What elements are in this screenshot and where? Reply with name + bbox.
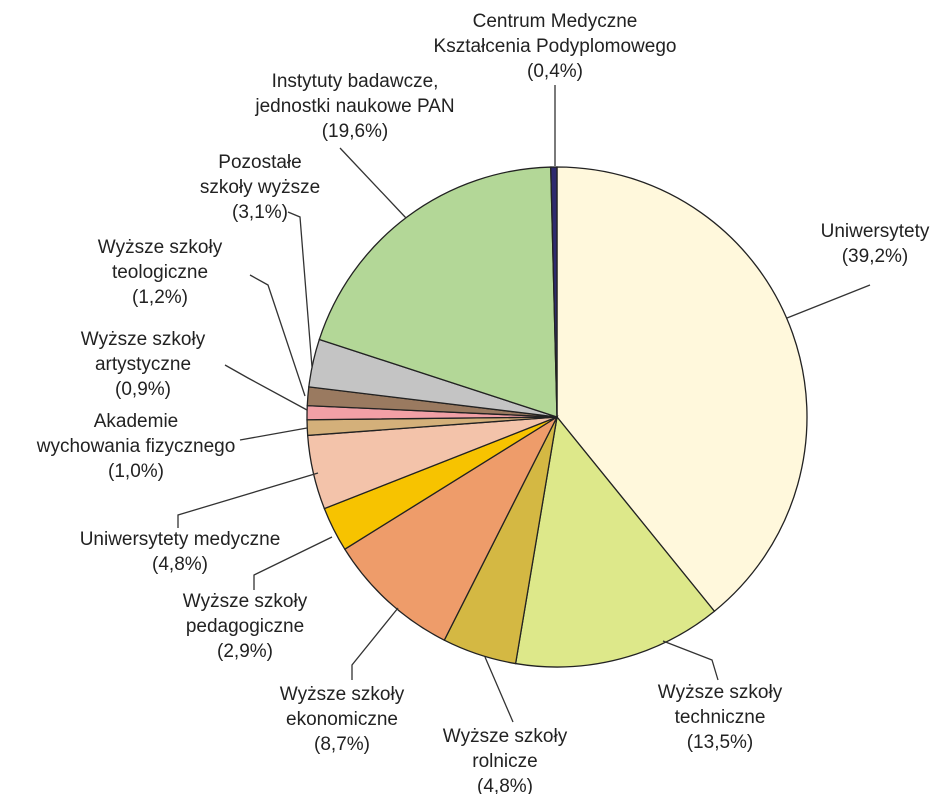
slice-label: techniczne bbox=[675, 707, 766, 728]
pie-slice bbox=[318, 166, 558, 418]
value-label: (19,6%) bbox=[322, 121, 389, 142]
slice-label: wychowania fizycznego bbox=[36, 436, 236, 457]
value-label: (0,4%) bbox=[527, 61, 583, 82]
leader-line bbox=[249, 274, 306, 397]
leader-line bbox=[662, 640, 719, 681]
leader-line bbox=[224, 364, 308, 411]
leader-line bbox=[177, 472, 319, 528]
leader-line bbox=[287, 211, 313, 368]
slice-label: ekonomiczne bbox=[286, 709, 398, 730]
leader-line bbox=[339, 147, 407, 219]
value-label: (4,8%) bbox=[152, 554, 208, 575]
value-label: (1,2%) bbox=[132, 287, 188, 308]
value-label: (8,7%) bbox=[314, 734, 370, 755]
slice-label: Kształcenia Podyplomowego bbox=[434, 36, 677, 57]
value-label: (0,9%) bbox=[115, 379, 171, 400]
pie-slice bbox=[343, 415, 559, 642]
value-label: (39,2%) bbox=[842, 246, 909, 267]
slice-label: Wyższe szkoły bbox=[183, 591, 308, 612]
slice-label: teologiczne bbox=[112, 262, 208, 283]
slice-label: Pozostałe bbox=[218, 152, 301, 173]
slice-label: Uniwersytety medyczne bbox=[80, 529, 281, 550]
slice-label: Akademie bbox=[94, 411, 179, 432]
slice-label: rolnicze bbox=[472, 751, 537, 772]
leader-line bbox=[786, 284, 871, 319]
pie-slice bbox=[514, 415, 716, 668]
leader-line bbox=[351, 607, 399, 680]
slice-label: szkoły wyższe bbox=[200, 177, 320, 198]
slice-label: pedagogiczne bbox=[186, 616, 304, 637]
value-label: (13,5%) bbox=[687, 732, 754, 753]
slice-label: Instytuty badawcze, bbox=[272, 71, 439, 92]
value-label: (2,9%) bbox=[217, 641, 273, 662]
slice-label: Centrum Medyczne bbox=[473, 11, 638, 32]
slice-label: Wyższe szkoły bbox=[443, 726, 568, 747]
leader-line bbox=[239, 427, 308, 441]
slice-label: jednostki naukowe PAN bbox=[254, 96, 454, 117]
slice-label: Wyższe szkoły bbox=[280, 684, 405, 705]
slice-label: Wyższe szkoły bbox=[81, 329, 206, 350]
slice-label: Wyższe szkoły bbox=[658, 682, 783, 703]
value-label: (1,0%) bbox=[108, 461, 164, 482]
value-label: (4,8%) bbox=[477, 776, 533, 794]
leader-line bbox=[484, 656, 514, 723]
leader-line bbox=[253, 536, 333, 590]
pie-slice bbox=[550, 166, 558, 418]
value-label: (3,1%) bbox=[232, 202, 288, 223]
slice-label: Uniwersytety bbox=[821, 221, 930, 242]
slice-label: Wyższe szkoły bbox=[98, 237, 223, 258]
slice-label: artystyczne bbox=[95, 354, 191, 375]
pie-slice bbox=[556, 166, 808, 613]
